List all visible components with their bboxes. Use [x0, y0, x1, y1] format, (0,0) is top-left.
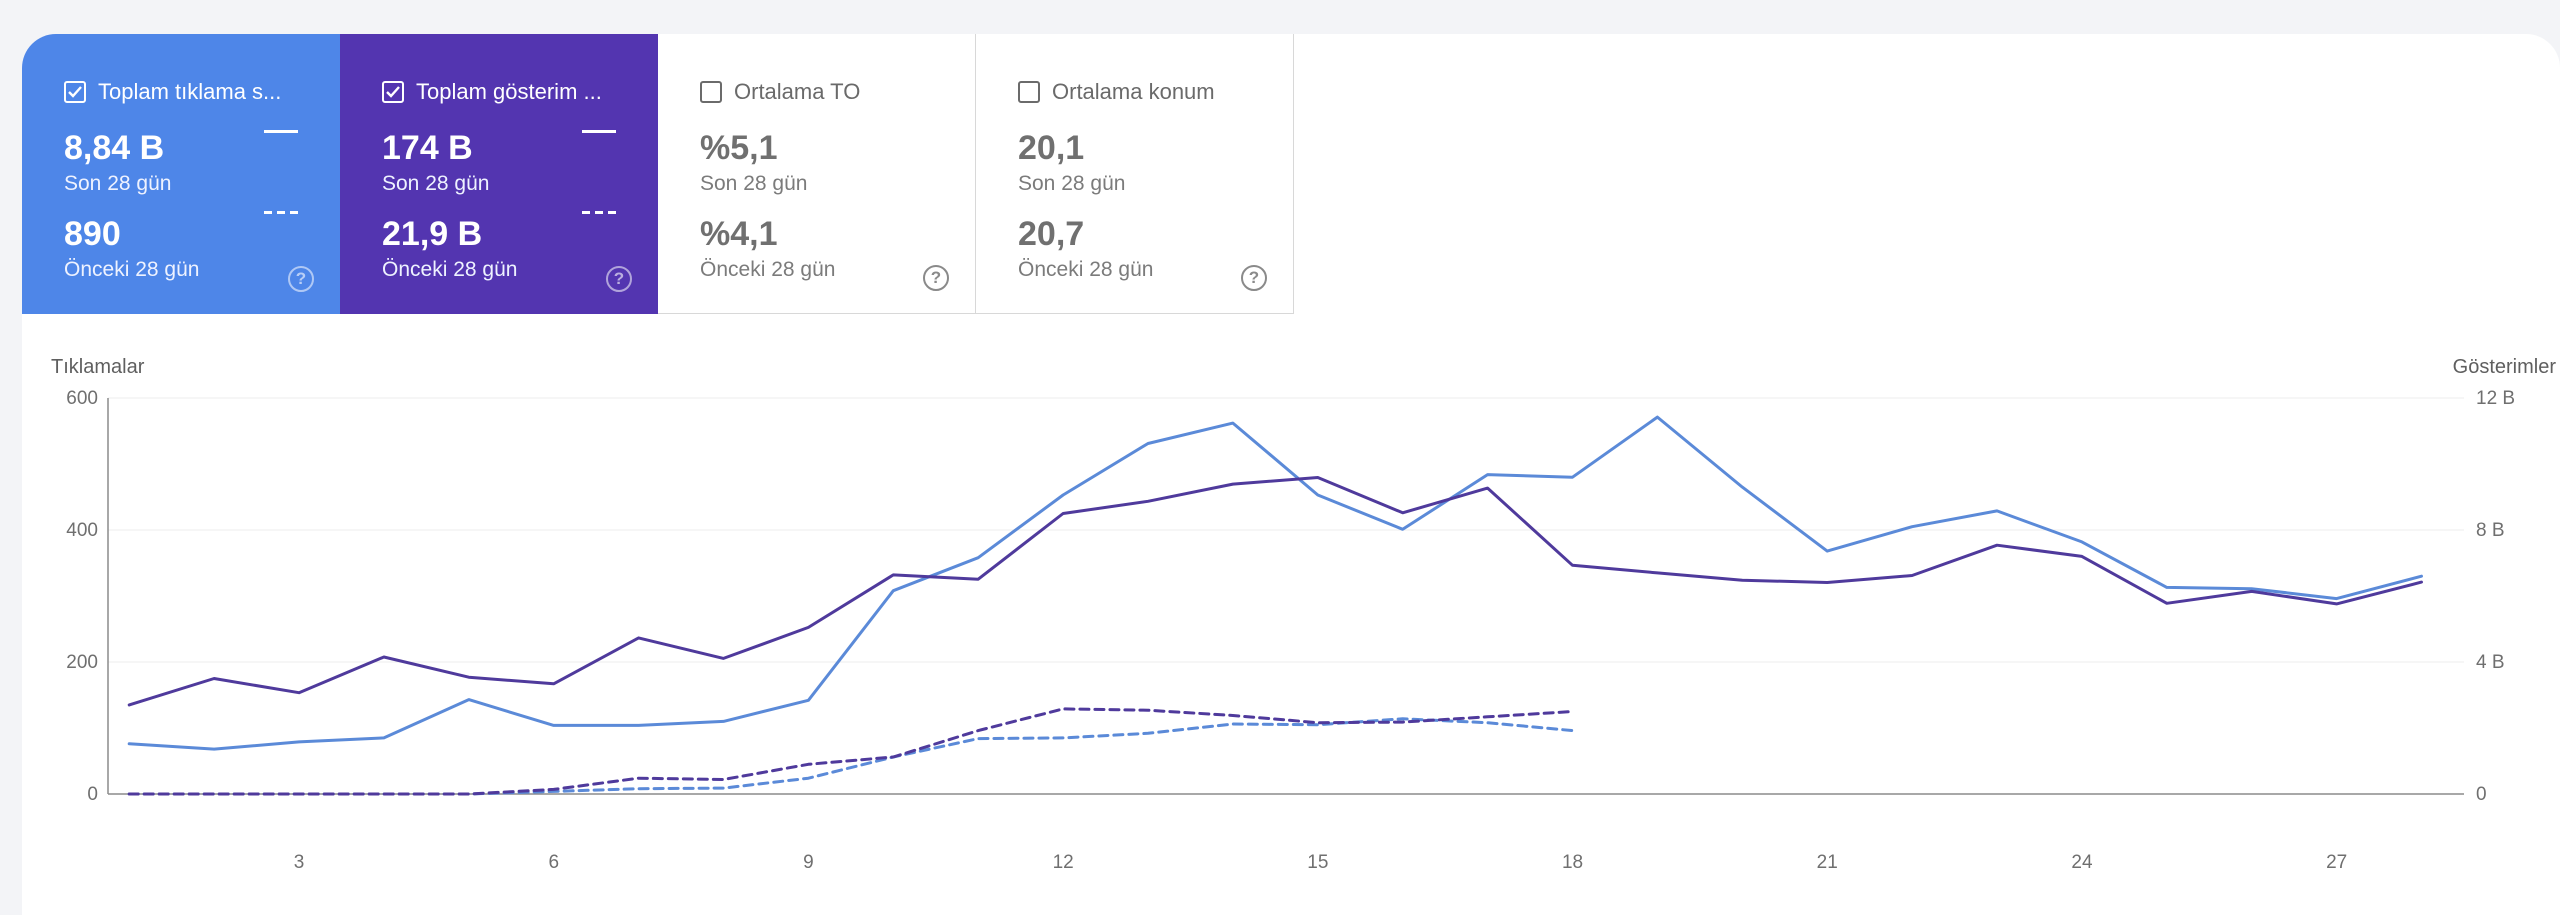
metric-period-current: Son 28 gün [382, 172, 490, 195]
clicks-current-series-line [127, 415, 2423, 751]
metric-card-total-impressions[interactable]: Toplam gösterim ... 174 B Son 28 gün 21,… [340, 34, 658, 314]
metric-period-current: Son 28 gün [700, 172, 808, 195]
metric-value-current: %5,1 [700, 129, 778, 167]
x-axis-tick-label: 9 [803, 852, 814, 873]
help-icon[interactable]: ? [1241, 265, 1267, 291]
metric-period-previous: Önceki 28 gün [64, 258, 200, 281]
metric-value-current: 8,84 B [64, 129, 165, 167]
metric-value-previous: 890 [64, 215, 121, 253]
metric-card-average-position[interactable]: Ortalama konum 20,1 Son 28 gün 20,7 Önce… [976, 34, 1294, 314]
metric-cards: Toplam tıklama s... 8,84 B Son 28 gün 89… [22, 34, 1294, 314]
legend-solid-line-icon [582, 130, 616, 133]
x-axis-tick-label: 21 [1817, 852, 1838, 873]
left-axis-tick-label: 0 [87, 784, 98, 805]
left-axis-tick-label: 600 [66, 388, 98, 409]
checkbox-unchecked-icon[interactable] [700, 81, 722, 103]
x-axis-tick-label: 15 [1307, 852, 1328, 873]
metric-period-previous: Önceki 28 gün [1018, 258, 1154, 281]
metric-value-previous: 21,9 B [382, 215, 483, 253]
x-axis-tick-label: 12 [1053, 852, 1074, 873]
help-icon[interactable]: ? [606, 266, 632, 292]
checkbox-checked-icon[interactable] [64, 81, 86, 103]
metric-period-previous: Önceki 28 gün [700, 258, 836, 281]
x-axis-tick-label: 6 [548, 852, 559, 873]
metric-value-current: 174 B [382, 129, 473, 167]
clicks-previous-series-line [127, 717, 1574, 796]
metric-value-previous: %4,1 [700, 215, 778, 253]
right-axis-title: Gösterimler [2452, 356, 2556, 378]
performance-panel: Toplam tıklama s... 8,84 B Son 28 gün 89… [22, 34, 2560, 915]
impressions-current-series-line [127, 476, 2423, 707]
legend-dashed-line-icon [582, 211, 616, 214]
left-axis-tick-label: 400 [66, 520, 98, 541]
performance-chart: 0 200 400 600 0 4 B 8 B 12 B 3 6 9 12 15 18 21 24 27 [66, 388, 2515, 873]
impressions-previous-series-line [127, 707, 1574, 796]
checkbox-unchecked-icon[interactable] [1018, 81, 1040, 103]
checkbox-checked-icon[interactable] [382, 81, 404, 103]
metric-value-previous: 20,7 [1018, 215, 1085, 253]
x-axis-tick-label: 27 [2326, 852, 2347, 873]
left-axis-tick-label: 200 [66, 652, 98, 673]
x-axis-tick-label: 24 [2071, 852, 2093, 873]
x-axis-tick-label: 3 [294, 852, 305, 873]
metric-value-current: 20,1 [1018, 129, 1085, 167]
legend-dashed-line-icon [264, 211, 298, 214]
metric-period-current: Son 28 gün [1018, 172, 1126, 195]
right-axis-tick-label: 12 B [2476, 388, 2515, 409]
left-axis-title: Tıklamalar [51, 356, 145, 378]
help-icon[interactable]: ? [923, 265, 949, 291]
metric-card-average-ctr[interactable]: Ortalama TO %5,1 Son 28 gün %4,1 Önceki … [658, 34, 976, 314]
right-axis-tick-label: 4 B [2476, 652, 2505, 673]
help-icon[interactable]: ? [288, 266, 314, 292]
right-axis-tick-label: 0 [2476, 784, 2487, 805]
metric-card-total-clicks[interactable]: Toplam tıklama s... 8,84 B Son 28 gün 89… [22, 34, 340, 314]
metric-period-previous: Önceki 28 gün [382, 258, 518, 281]
right-axis-tick-label: 8 B [2476, 520, 2505, 541]
legend-solid-line-icon [264, 130, 298, 133]
metric-period-current: Son 28 gün [64, 172, 172, 195]
x-axis-tick-label: 18 [1562, 852, 1583, 873]
